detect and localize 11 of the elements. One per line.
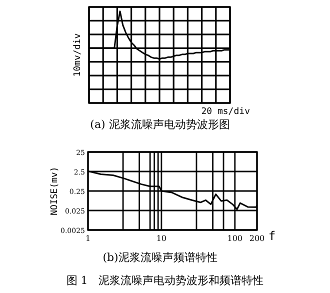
caption: 图 1 泥浆流噪声电动势波形和频谱特性 — [66, 274, 264, 287]
x-axis-title: f — [268, 229, 276, 243]
x-tick-label: 10 — [156, 234, 167, 243]
x-tick-label: 200 — [249, 234, 265, 243]
text: (b)泥浆流噪声频谱特性 — [102, 251, 218, 264]
text: (a) 泥浆流噪声电动势波形图 — [90, 118, 230, 131]
y-axis-title: 10mv/div — [73, 33, 83, 77]
y-axis-title: NOISE(mv) — [50, 166, 60, 216]
x-tick-label: 1 — [85, 234, 91, 243]
x-axis-title: 20 ms/div — [201, 107, 250, 117]
x-tick-label: 100 — [227, 234, 243, 243]
